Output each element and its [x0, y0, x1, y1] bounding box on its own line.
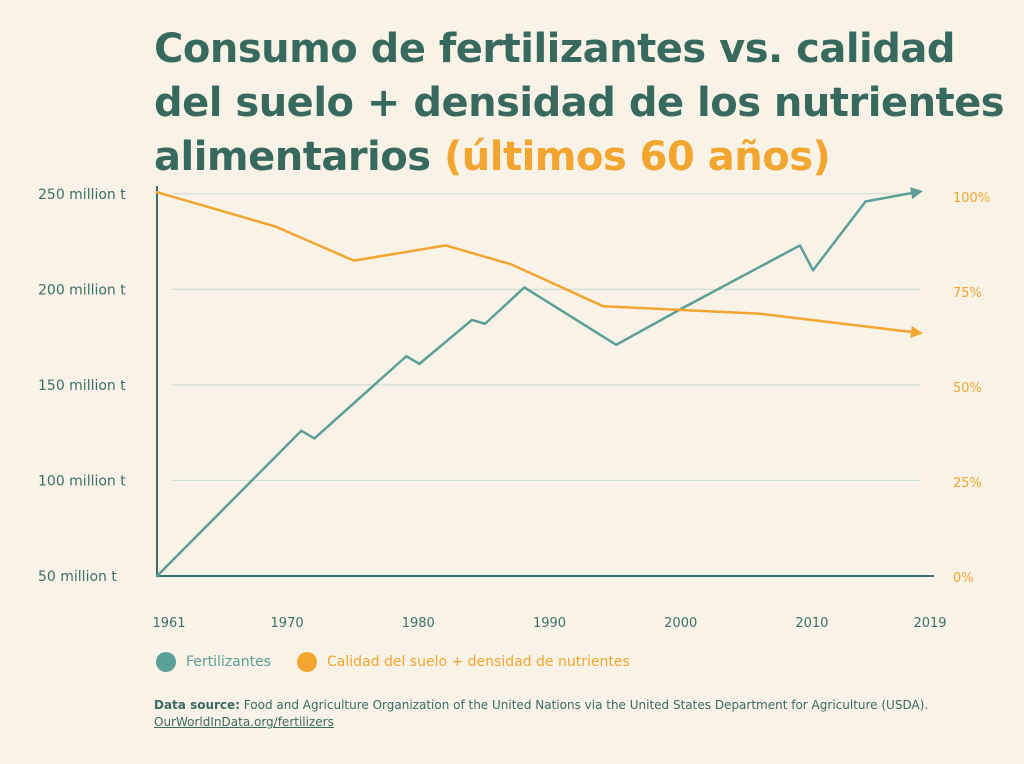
series-line-calidad-suelo — [155, 190, 920, 335]
x-tick-label: 1990 — [533, 616, 566, 631]
y-left-tick-label: 100 million t — [38, 473, 126, 489]
x-tick-label: 1961 — [152, 616, 185, 631]
y-left-tick-label: 200 million t — [38, 282, 126, 298]
axes — [156, 186, 934, 577]
data-source-text: Food and Agriculture Organization of the… — [243, 698, 929, 712]
data-source-link[interactable]: OurWorldInData.org/fertilizers — [154, 715, 334, 729]
legend-item-calidad-suelo[interactable]: Calidad del suelo + densidad de nutrient… — [297, 652, 630, 672]
chart-title-main: Consumo de fertilizantes vs. calidad del… — [154, 26, 1005, 180]
series-arrow-calidad-suelo — [910, 326, 923, 338]
legend-label-calidad-suelo: Calidad del suelo + densidad de nutrient… — [327, 654, 630, 670]
grid-lines — [172, 193, 920, 482]
x-tick-label: 1970 — [271, 616, 304, 631]
y-left-tick-label: 250 million t — [38, 187, 126, 203]
series-line-fertilizantes — [155, 190, 920, 578]
series — [155, 187, 923, 578]
x-tick-label: 2019 — [913, 616, 946, 631]
x-tick-label: 1980 — [402, 616, 435, 631]
series-arrow-fertilizantes — [910, 187, 923, 200]
tick-labels: 50 million t 100 million t 150 million t 20… — [38, 187, 990, 631]
y-left-tick-label: 50 million t — [38, 569, 117, 585]
y-right-tick-label: 50% — [953, 381, 982, 396]
legend-label-fertilizantes: Fertilizantes — [186, 654, 272, 670]
data-source-label: Data source: — [154, 698, 240, 712]
chart-title-accent: (últimos 60 años) — [443, 134, 831, 180]
y-right-tick-label: 0% — [953, 571, 974, 586]
legend-swatch-fertilizantes — [156, 652, 176, 672]
chart-title: Consumo de fertilizantes vs. calidad del… — [154, 22, 1014, 184]
x-tick-label: 2000 — [664, 616, 697, 631]
legend-swatch-calidad-suelo — [297, 652, 318, 672]
legend-item-fertilizantes[interactable]: Fertilizantes — [156, 652, 271, 672]
data-source: Data source: Food and Agriculture Organi… — [154, 697, 928, 731]
legend: Fertilizantes Calidad del suelo + densid… — [156, 652, 656, 672]
y-right-tick-label: 100% — [953, 191, 990, 206]
x-tick-label: 2010 — [795, 616, 828, 631]
y-right-tick-label: 75% — [953, 286, 982, 301]
y-left-tick-label: 150 million t — [38, 378, 126, 394]
y-right-tick-label: 25% — [953, 476, 982, 491]
